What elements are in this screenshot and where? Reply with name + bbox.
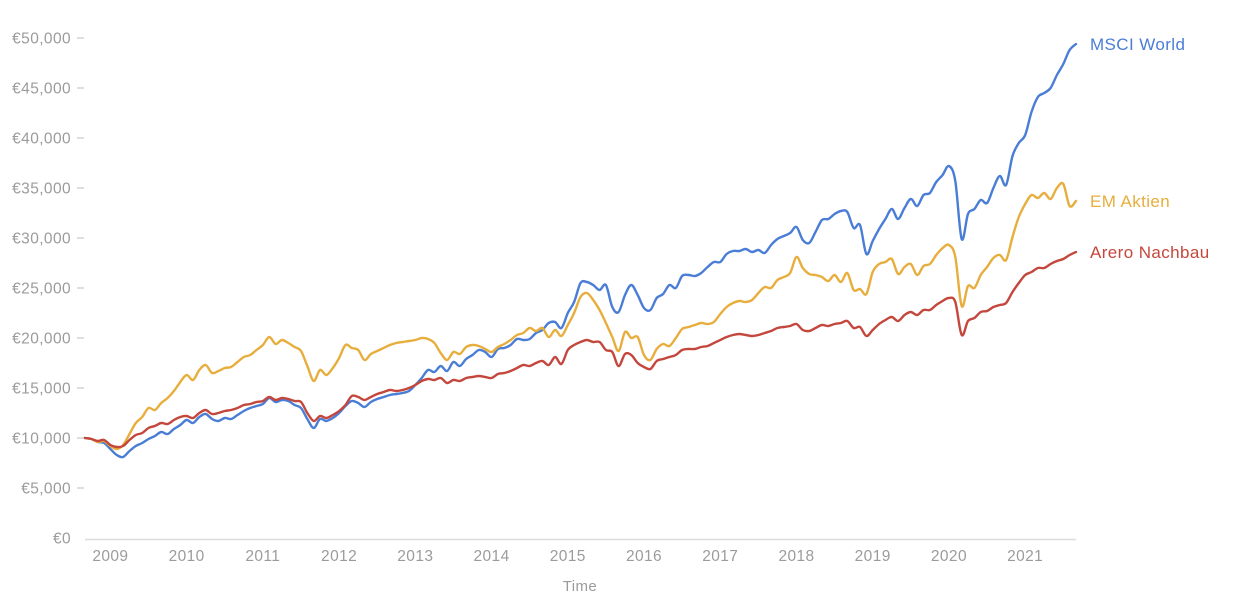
x-tick-label: 2019 <box>855 548 891 565</box>
x-tick-label: 2009 <box>92 548 128 565</box>
series-line-msci-world <box>83 42 1078 459</box>
y-tick-label: €50,000 <box>12 31 71 48</box>
y-axis: €0 €5,000 €10,000 €15,000 €20,000 €25,000 €30,… <box>12 31 84 548</box>
x-tick-label: 2017 <box>702 548 738 565</box>
y-tick-label: €35,000 <box>12 181 71 198</box>
y-tick-label: €10,000 <box>12 431 71 448</box>
series-label-em-aktien: EM Aktien <box>1090 192 1170 211</box>
y-tick-label: €25,000 <box>12 281 71 298</box>
series-label-msci-world: MSCI World <box>1090 35 1185 54</box>
series-line-arero-nachbau <box>83 250 1078 449</box>
y-tick-label: €15,000 <box>12 381 71 398</box>
series-lines <box>83 42 1078 459</box>
x-tick-label: 2015 <box>550 548 586 565</box>
x-tick-label: 2021 <box>1007 548 1043 565</box>
x-tick-label: 2016 <box>626 548 662 565</box>
x-tick-label: 2013 <box>397 548 433 565</box>
x-tick-label: 2020 <box>931 548 967 565</box>
y-tick-label: €45,000 <box>12 81 71 98</box>
y-tick-label: €0 <box>53 531 71 548</box>
x-axis-title: Time <box>563 578 597 595</box>
x-tick-label: 2012 <box>321 548 357 565</box>
y-tick-label: €30,000 <box>12 231 71 248</box>
x-tick-label: 2010 <box>169 548 205 565</box>
series-label-arero-nachbau: Arero Nachbau <box>1090 243 1210 262</box>
series-line-em-aktien <box>83 181 1078 451</box>
x-axis: 2009 2010 2011 2012 2013 2014 2015 2016 2017 2018… <box>85 538 1076 565</box>
x-tick-label: 2018 <box>778 548 814 565</box>
y-tick-label: €20,000 <box>12 331 71 348</box>
x-tick-label: 2011 <box>245 548 280 565</box>
y-tick-label: €40,000 <box>12 131 71 148</box>
x-tick-label: 2014 <box>474 548 510 565</box>
y-tick-label: €5,000 <box>21 481 71 498</box>
series-end-labels: MSCI World EM Aktien Arero Nachbau <box>1090 35 1210 262</box>
